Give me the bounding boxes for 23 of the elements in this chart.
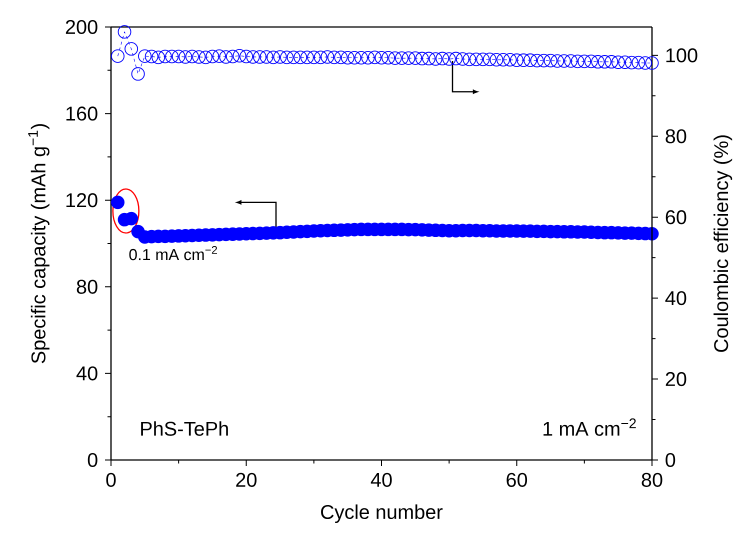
y-tick-label: 0 <box>88 452 98 468</box>
x-tick-label: 0 <box>106 472 116 487</box>
annotation: 1 mA cm$^{−2}$ <box>544 418 636 436</box>
y2-tick-label: 100 <box>666 48 698 62</box>
x-tick-label: 80 <box>642 472 662 487</box>
y2-axis-title: Coulombic efficiency (%) <box>714 135 732 352</box>
x-tick-label: 60 <box>506 472 528 487</box>
annotation: 0.1 mA cm$^{−2}$ <box>129 246 217 260</box>
y2-tick-label: 80 <box>666 129 686 144</box>
y-tick-label: 160 <box>66 106 98 121</box>
x-tick-label: 20 <box>236 472 257 487</box>
y2-tick-label: 60 <box>666 210 686 224</box>
y-tick-label: 80 <box>76 280 98 294</box>
x-axis-title: Cycle number <box>321 504 443 524</box>
x-tick-label: 40 <box>370 472 392 487</box>
y2-tick-label: 40 <box>665 291 686 306</box>
y-axis-title: Specific capacity (mAh g$^{−1}$) <box>28 124 50 364</box>
y-tick-label: 40 <box>76 366 98 380</box>
y-tick-label: 200 <box>66 20 98 34</box>
y-tick-label: 120 <box>66 193 98 208</box>
y2-tick-label: 20 <box>666 372 686 386</box>
y2-tick-label: 0 <box>666 452 676 468</box>
annotation: PhS-TePh <box>141 421 228 436</box>
